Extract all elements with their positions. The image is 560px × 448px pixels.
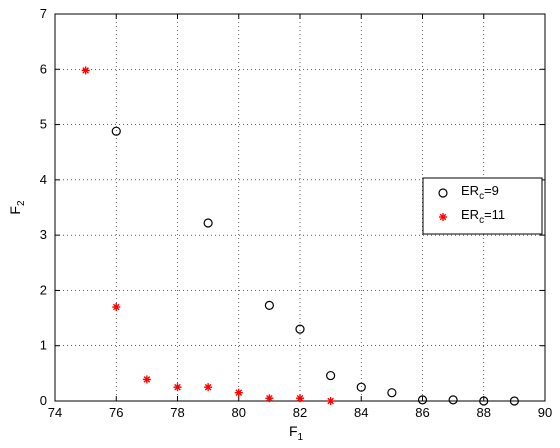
data-point-series-0 (448, 395, 458, 405)
data-point-series-1 (142, 375, 151, 384)
y-axis-label: F2 (7, 200, 27, 215)
data-point-series-1 (234, 388, 243, 397)
grid-lines (55, 14, 545, 401)
y-tick-label: 1 (40, 338, 47, 353)
x-tick-label: 84 (354, 405, 368, 420)
x-tick-label: 86 (415, 405, 429, 420)
legend-marker-series-1 (439, 213, 447, 221)
legend-marker-series-0 (438, 188, 448, 198)
x-axis-label: F1 (289, 423, 304, 443)
x-tick-label: 88 (477, 405, 491, 420)
data-point-series-1 (265, 394, 274, 403)
data-point-series-0 (326, 370, 336, 381)
y-tick-label: 0 (40, 393, 47, 408)
y-tick-label: 2 (40, 282, 47, 297)
y-tick-label: 6 (40, 61, 47, 76)
data-point-series-1 (81, 66, 90, 75)
legend: ERc=9 ERc=11 (422, 177, 543, 235)
data-point-series-1 (112, 303, 121, 312)
data-marks (81, 66, 519, 406)
data-point-series-1 (326, 397, 335, 405)
data-point-series-0 (203, 218, 213, 228)
data-point-series-0 (264, 300, 274, 310)
data-point-series-1 (173, 383, 182, 392)
y-tick-label: 7 (40, 6, 47, 21)
data-point-series-1 (296, 394, 304, 403)
data-point-series-0 (509, 396, 519, 406)
x-tick-label: 78 (170, 405, 184, 420)
x-tick-label: 82 (293, 405, 307, 420)
x-tick-label: 90 (538, 405, 552, 420)
legend-entry-er11: ERc=11 (461, 207, 505, 226)
y-tick-label: 5 (40, 117, 47, 132)
data-point-series-0 (356, 382, 366, 392)
y-tick-label: 3 (40, 227, 47, 242)
data-point-series-1 (204, 383, 213, 392)
data-point-series-0 (479, 396, 489, 406)
legend-box (422, 177, 543, 235)
x-tick-label: 80 (232, 405, 246, 420)
x-tick-label: 74 (48, 405, 62, 420)
y-tick-label: 4 (40, 172, 47, 187)
x-tick-label: 76 (109, 405, 123, 420)
data-point-series-0 (387, 388, 397, 398)
data-point-series-0 (417, 395, 428, 405)
data-point-series-0 (111, 126, 121, 136)
data-point-series-0 (295, 324, 305, 334)
legend-entry-er9: ERc=9 (461, 183, 499, 202)
